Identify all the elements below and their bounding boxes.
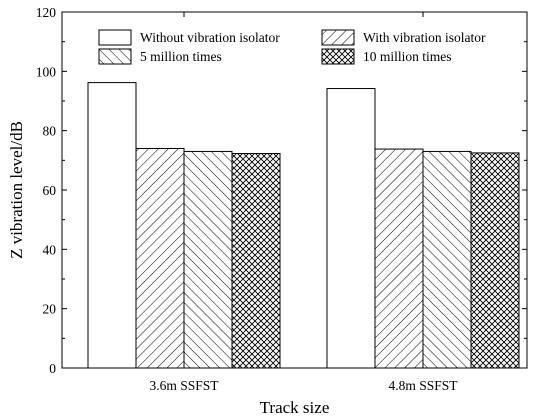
bar-1-3 xyxy=(183,150,233,369)
bar-1-2 xyxy=(135,147,185,369)
bar-2-2 xyxy=(374,148,424,369)
legend-swatch xyxy=(98,29,132,46)
x-tick-label: 4.8m SSFST xyxy=(388,378,458,393)
y-tick-label: 100 xyxy=(36,64,57,79)
legend-swatch xyxy=(321,29,355,46)
y-tick-label: 0 xyxy=(49,361,56,376)
bar-2-3 xyxy=(422,150,472,369)
legend-label: With vibration isolator xyxy=(363,30,486,45)
legend: Without vibration isolator With vibration… xyxy=(98,29,486,65)
y-tick-label: 40 xyxy=(43,242,57,257)
y-tick-label: 20 xyxy=(43,302,57,317)
y-tick-label: 80 xyxy=(43,124,57,139)
axes: 0 20 40 60 80 100 120 3.6m SSFST 4.8m SSFST xyxy=(36,5,528,393)
x-axis-title: Track size xyxy=(260,398,330,417)
bar-2-1 xyxy=(326,88,376,369)
y-tick-label: 60 xyxy=(43,183,57,198)
legend-label: Without vibration isolator xyxy=(140,30,280,45)
bar-1-1 xyxy=(87,82,137,369)
bar-1-4 xyxy=(231,153,281,369)
y-tick-label: 120 xyxy=(36,5,57,20)
legend-label: 10 million times xyxy=(363,49,452,64)
legend-swatch xyxy=(321,48,355,65)
legend-swatch xyxy=(98,48,132,65)
x-tick-label: 3.6m SSFST xyxy=(149,378,219,393)
bar-2-4 xyxy=(470,152,520,369)
legend-label: 5 million times xyxy=(140,49,222,64)
bars xyxy=(87,82,520,369)
y-axis-title: Z vibration level/dB xyxy=(7,121,26,259)
